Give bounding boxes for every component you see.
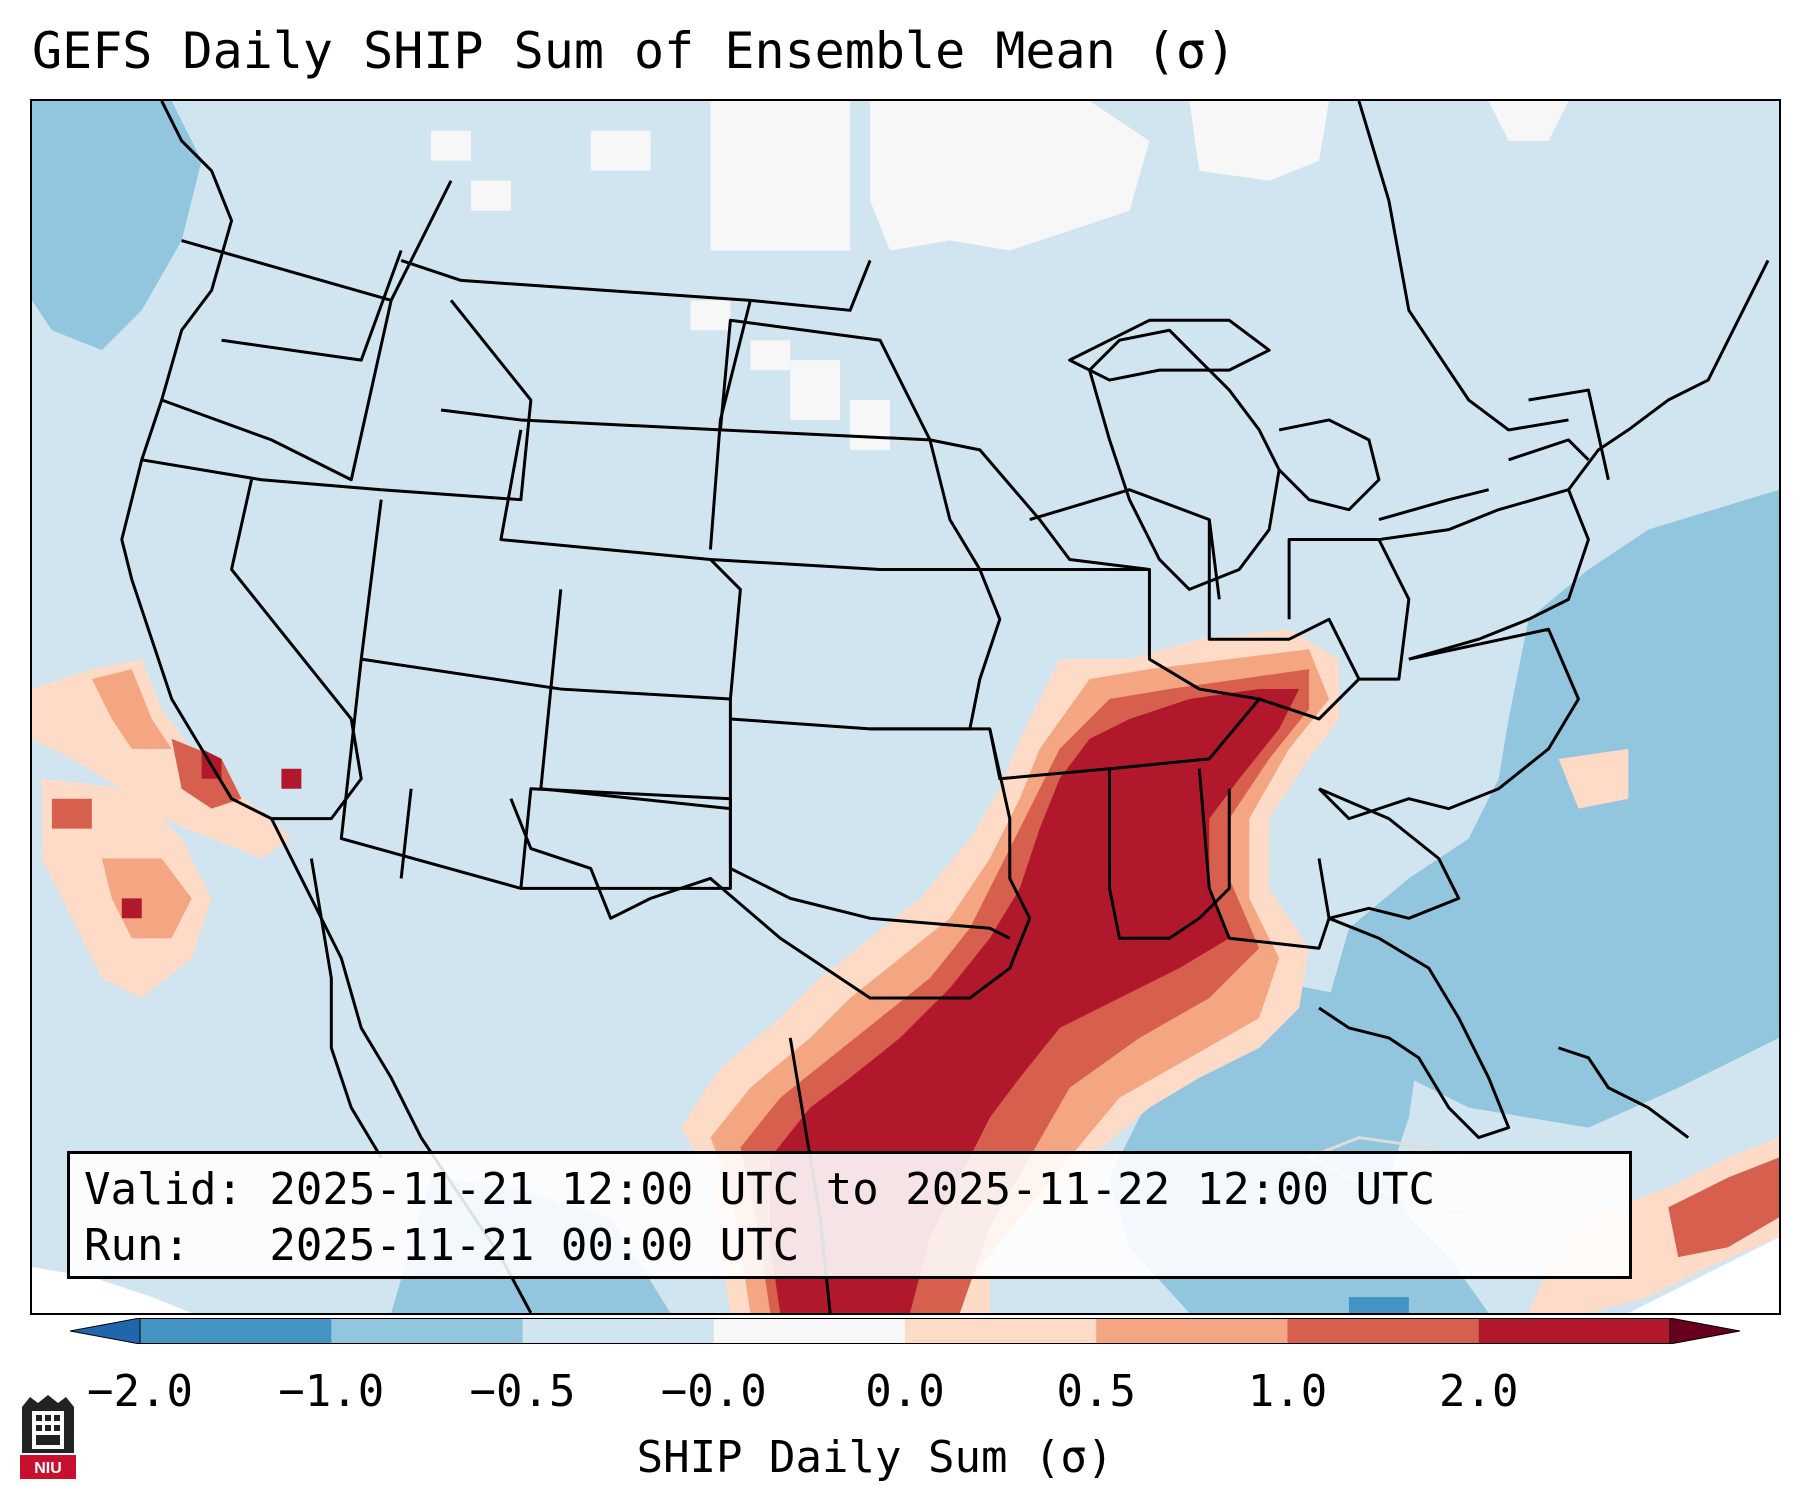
map-panel [30,99,1781,1315]
map-canvas [32,101,1779,1313]
lake-michigan [1088,328,1281,591]
colorbar-segment [331,1318,523,1344]
colorbar-label: SHIP Daily Sum (σ) [636,1432,1114,1483]
colorbar-segment [522,1318,715,1344]
valid-run-info-box: Valid: 2025-11-21 12:00 UTC to 2025-11-2… [67,1151,1632,1279]
page-title: GEFS Daily SHIP Sum of Ensemble Mean (σ) [32,22,1237,80]
colorbar-segment [1096,1318,1288,1344]
colorbar-segment [1478,1318,1671,1344]
lake-huron [1278,418,1381,512]
niu-logo-text: NIU [34,1460,62,1477]
colorbar-segments [70,1318,1740,1344]
boundaries [120,101,1770,1313]
colorbar-tick-label: 2.0 [1439,1366,1519,1417]
colorbar-tick-label: 1.0 [1247,1366,1328,1417]
border-ca-nv [230,479,363,821]
colorbar-segment [905,1318,1097,1344]
colorbar-tick-label: −1.0 [278,1366,385,1417]
colorbar-outline [139,1318,1671,1344]
valid-time-text: Valid: 2025-11-21 12:00 UTC to 2025-11-2… [84,1164,1436,1215]
colorbar-tick-label: −2.0 [87,1366,193,1417]
colorbar-tick-label: −0.0 [660,1366,767,1417]
colorbar-over-arrow [1669,1318,1740,1344]
lake-ontario [1508,438,1590,462]
colorbar-segment [140,1318,332,1344]
colorbar [70,1318,1740,1344]
colorbar-tick-label: −0.5 [469,1366,576,1417]
niu-logo-icon: NIU [20,1395,76,1479]
colorbar-tick-label: 0.5 [1056,1366,1136,1417]
colorbar-segment [713,1318,906,1344]
border-texas [509,727,1032,1000]
colorbar-tick-label: 0.0 [865,1366,945,1417]
colorbar-segment [1287,1318,1480,1344]
lake-erie [1378,488,1490,522]
colorbar-under-arrow [70,1318,141,1344]
florida-coast [1318,916,1511,1140]
canada-shading [431,101,1569,450]
lake-superior [1068,318,1271,382]
pacific-anomaly [32,659,302,999]
run-time-text: Run: 2025-11-21 00:00 UTC [84,1220,800,1271]
bahamas-outline [1558,1046,1690,1139]
